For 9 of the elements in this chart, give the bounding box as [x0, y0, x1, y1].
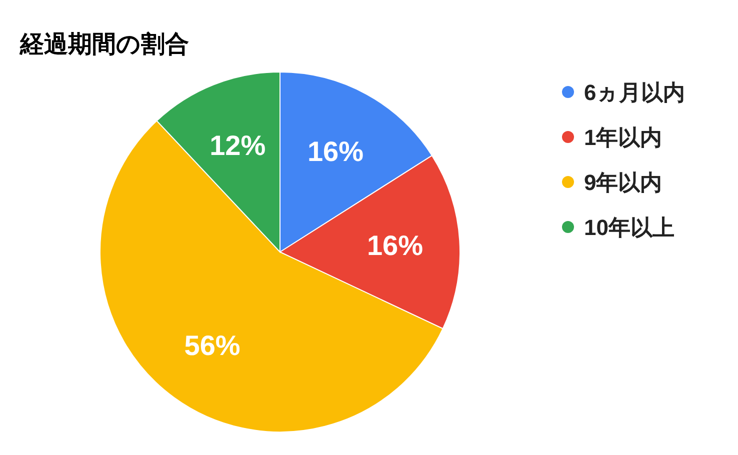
data-label: 12%: [210, 130, 266, 161]
legend-label: 1年以内: [584, 125, 662, 150]
chart-title: 経過期間の割合: [19, 31, 189, 58]
data-label: 56%: [184, 330, 240, 362]
legend-label: 9年以内: [584, 170, 662, 195]
data-label: 16%: [307, 136, 364, 168]
data-label: 16%: [366, 230, 424, 261]
legend-label: 6ヵ月以内: [584, 80, 686, 105]
legend-label: 10年以上: [584, 215, 674, 240]
